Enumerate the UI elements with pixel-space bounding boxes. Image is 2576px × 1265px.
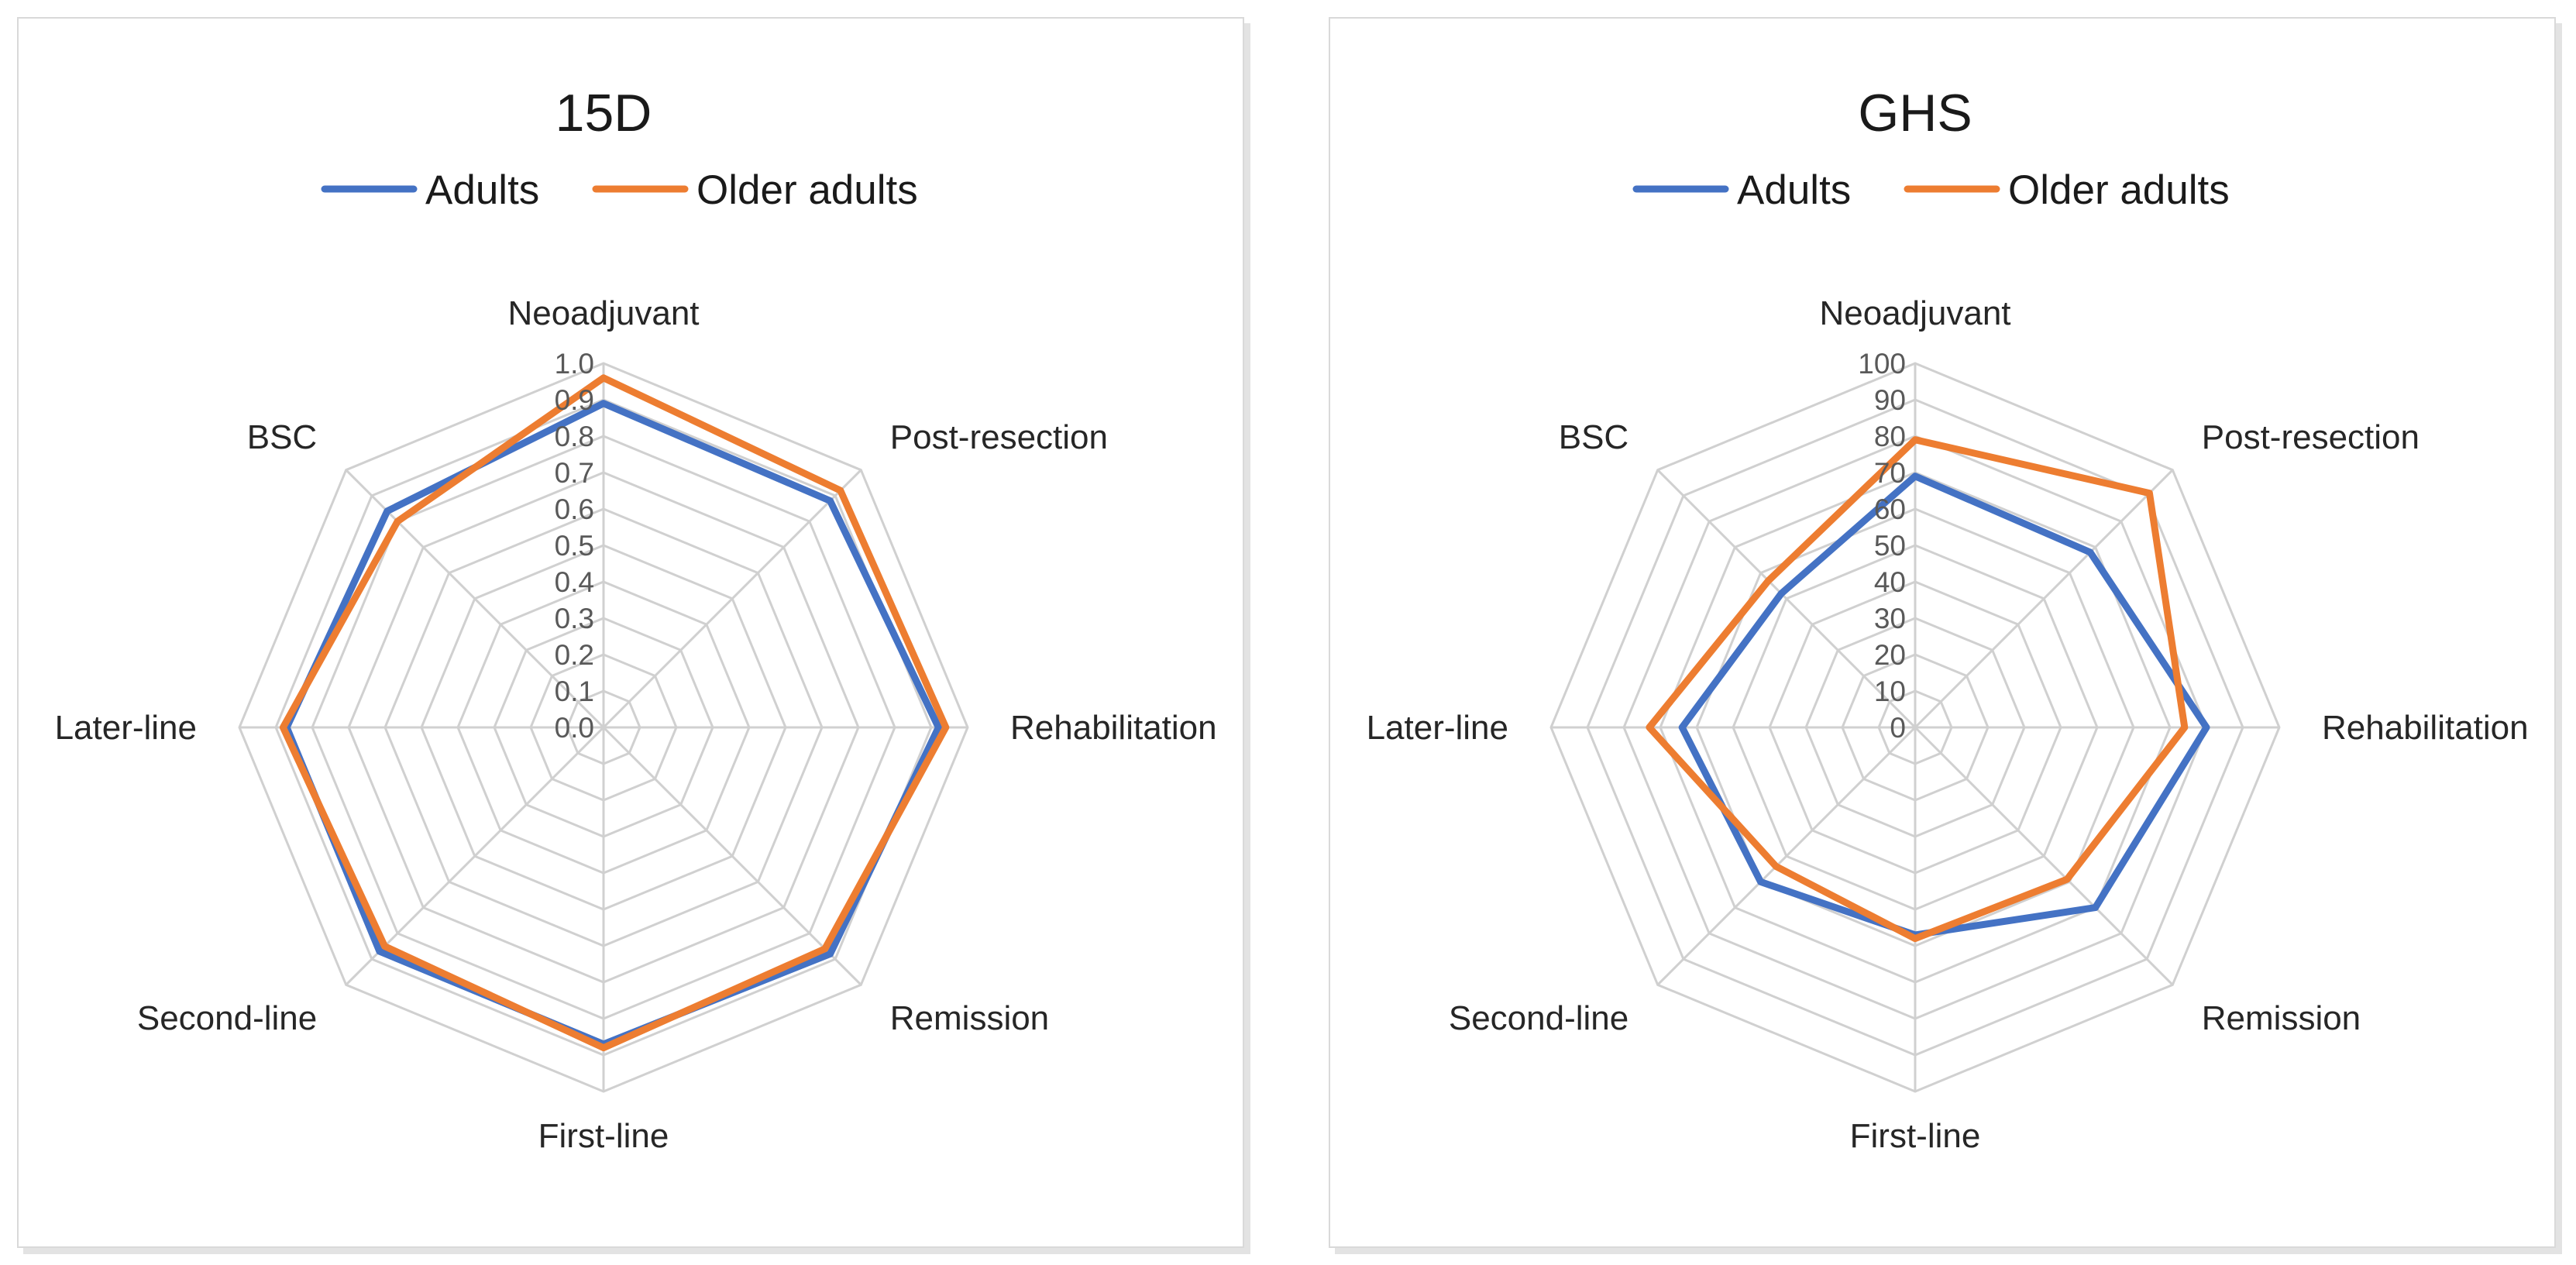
axis-label-post-resection: Post-resection [890, 418, 1108, 456]
spoke-post-resection [602, 469, 862, 729]
tick-label-6: 0.6 [555, 493, 594, 525]
legend-label-older-adults: Older adults [2008, 167, 2230, 213]
tick-label-8: 80 [1874, 421, 1906, 452]
tick-label-2: 0.2 [555, 639, 594, 671]
axis-label-later-line: Later-line [55, 709, 197, 747]
tick-label-9: 0.9 [555, 384, 594, 416]
tick-label-3: 0.3 [555, 603, 594, 634]
radar-chart-15d: 15D Adults Older adults 0.0 0.1 0.2 0.3 0.4 0.5 0… [55, 84, 1217, 1155]
axis-label-remission: Remission [890, 999, 1049, 1037]
tick-label-7: 70 [1874, 457, 1906, 489]
axis-label-rehabilitation: Rehabilitation [2322, 709, 2529, 747]
spoke-post-resection [1914, 469, 2174, 729]
tick-label-3: 30 [1874, 603, 1906, 634]
tick-label-0: 0.0 [555, 712, 594, 744]
chart-panel-15d: 15D Adults Older adults 0.0 0.1 0.2 0.3 0.4 0.5 0… [17, 17, 1244, 1248]
spoke-second-line [345, 726, 605, 986]
tick-label-8: 0.8 [555, 421, 594, 452]
axis-label-bsc: BSC [1559, 418, 1628, 456]
tick-label-10: 1.0 [555, 348, 594, 380]
series-line-older-adults [279, 374, 950, 1052]
tick-label-0: 0 [1890, 712, 1906, 744]
tick-label-10: 100 [1858, 348, 1906, 380]
chart-title: 15D [555, 84, 652, 143]
axis-label-later-line: Later-line [1367, 709, 1508, 747]
axis-label-neoadjuvant: Neoadjuvant [507, 294, 699, 332]
axis-label-post-resection: Post-resection [2202, 418, 2420, 456]
axis-label-second-line: Second-line [137, 999, 317, 1037]
axis-label-bsc: BSC [247, 418, 317, 456]
series-line-adults [1678, 473, 2210, 939]
axis-label-second-line: Second-line [1449, 999, 1628, 1037]
spoke-remission [602, 726, 862, 986]
axis-label-neoadjuvant: Neoadjuvant [1819, 294, 2010, 332]
legend-label-adults: Adults [425, 167, 539, 213]
legend-label-adults: Adults [1737, 167, 1851, 213]
tick-label-4: 0.4 [555, 566, 594, 598]
tick-label-9: 90 [1874, 384, 1906, 416]
tick-label-5: 50 [1874, 530, 1906, 562]
tick-label-1: 0.1 [555, 675, 594, 707]
spoke-remission [1914, 726, 2174, 986]
axis-label-first-line: First-line [1850, 1117, 1981, 1155]
tick-label-7: 0.7 [555, 457, 594, 489]
tick-label-6: 60 [1874, 493, 1906, 525]
tick-label-4: 40 [1874, 566, 1906, 598]
axis-label-remission: Remission [2202, 999, 2361, 1037]
legend-label-older-adults: Older adults [696, 167, 918, 213]
axis-label-rehabilitation: Rehabilitation [1010, 709, 1217, 747]
axis-label-first-line: First-line [538, 1117, 669, 1155]
series-line-older-adults [1646, 436, 2189, 943]
spoke-second-line [1656, 726, 1917, 986]
tick-label-5: 0.5 [555, 530, 594, 562]
chart-panel-ghs: GHS Adults Older adults 0 10 20 30 40 50 60 70 80 90… [1329, 17, 2556, 1248]
tick-label-2: 20 [1874, 639, 1906, 671]
tick-label-1: 10 [1874, 675, 1906, 707]
chart-title: GHS [1858, 84, 1972, 143]
spoke-bsc [1656, 469, 1917, 729]
